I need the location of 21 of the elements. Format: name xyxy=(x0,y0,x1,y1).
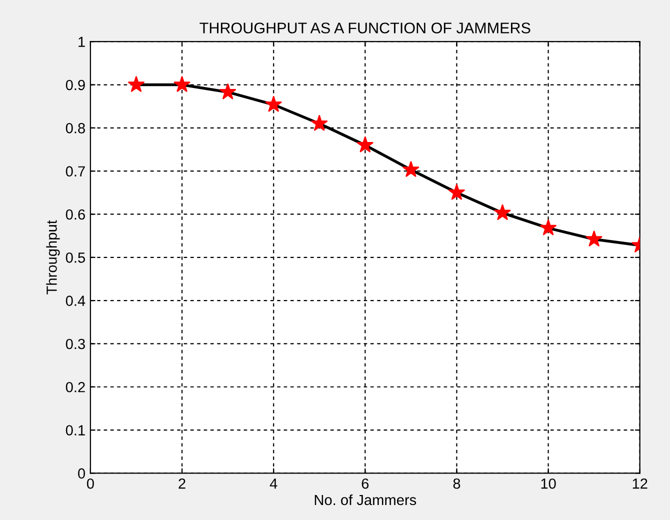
y-tick-label: 0 xyxy=(78,468,86,479)
x-tick-label: 12 xyxy=(632,478,648,489)
chart-title: THROUGHPUT AS A FUNCTION OF JAMMERS xyxy=(200,22,530,34)
y-tick-label: 0.7 xyxy=(66,166,85,177)
y-tick-label: 0.5 xyxy=(66,252,85,263)
y-tick-label: 0.2 xyxy=(66,382,85,392)
y-tick-label: 0.4 xyxy=(66,296,86,306)
y-tick-label: 1 xyxy=(78,36,85,47)
x-tick-label: 10 xyxy=(541,478,556,489)
x-tick-label: 2 xyxy=(178,478,186,489)
y-tick-label: 0.3 xyxy=(66,338,85,350)
x-tick-label: 8 xyxy=(453,478,460,489)
x-tick-label: 4 xyxy=(270,478,278,489)
y-axis-title: Throughput xyxy=(46,220,60,294)
x-axis-title: No. of Jammers xyxy=(314,494,416,506)
y-tick-label: 0.1 xyxy=(66,425,85,436)
y-tick-label: 0.9 xyxy=(66,80,85,90)
x-tick-label: 0 xyxy=(86,478,94,489)
y-tick-label: 0.8 xyxy=(66,123,85,134)
x-tick-label: 6 xyxy=(362,478,369,489)
y-tick-label: 0.6 xyxy=(66,209,85,220)
